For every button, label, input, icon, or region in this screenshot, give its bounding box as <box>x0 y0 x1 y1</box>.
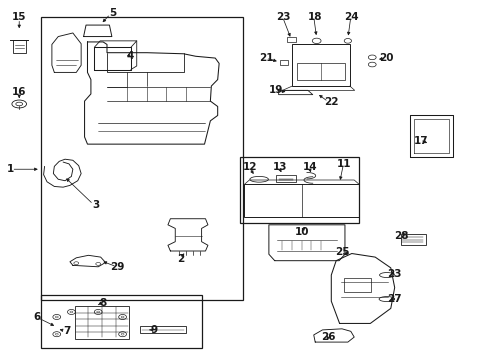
Text: 19: 19 <box>268 85 283 95</box>
Text: 7: 7 <box>62 325 70 336</box>
Bar <box>140 325 185 333</box>
Text: 22: 22 <box>324 97 338 107</box>
Text: 21: 21 <box>259 53 273 63</box>
Bar <box>41 295 201 348</box>
Text: 20: 20 <box>378 53 392 63</box>
Text: 15: 15 <box>12 12 26 22</box>
Text: 23: 23 <box>276 12 290 22</box>
Bar <box>292 44 349 86</box>
Text: 23: 23 <box>386 269 401 279</box>
Text: 26: 26 <box>321 332 335 342</box>
Text: 18: 18 <box>307 12 322 22</box>
Bar <box>239 157 358 223</box>
Text: 16: 16 <box>12 87 26 97</box>
Text: 3: 3 <box>92 200 99 210</box>
Bar <box>13 40 25 53</box>
Text: 28: 28 <box>393 231 408 240</box>
Text: 13: 13 <box>272 162 287 172</box>
Bar <box>297 63 344 80</box>
Bar <box>244 184 358 217</box>
Bar <box>286 37 295 42</box>
Bar <box>344 278 370 292</box>
Text: 5: 5 <box>109 8 116 18</box>
Text: 11: 11 <box>337 159 351 169</box>
Bar <box>75 306 129 338</box>
Text: 6: 6 <box>34 312 41 322</box>
Bar <box>276 175 295 182</box>
Text: 17: 17 <box>413 136 427 145</box>
Text: 14: 14 <box>303 162 317 172</box>
Text: 27: 27 <box>386 294 401 304</box>
Text: 29: 29 <box>110 262 124 272</box>
Text: 8: 8 <box>99 298 106 308</box>
Text: 10: 10 <box>294 227 308 237</box>
Text: 25: 25 <box>334 247 348 257</box>
Text: 1: 1 <box>7 164 14 174</box>
Bar <box>400 234 425 245</box>
Text: 12: 12 <box>243 162 257 172</box>
Text: 4: 4 <box>126 51 133 61</box>
Text: 2: 2 <box>177 254 184 264</box>
Bar <box>41 17 243 300</box>
Text: 9: 9 <box>150 325 158 335</box>
Text: 24: 24 <box>344 12 358 22</box>
Bar <box>279 59 288 64</box>
